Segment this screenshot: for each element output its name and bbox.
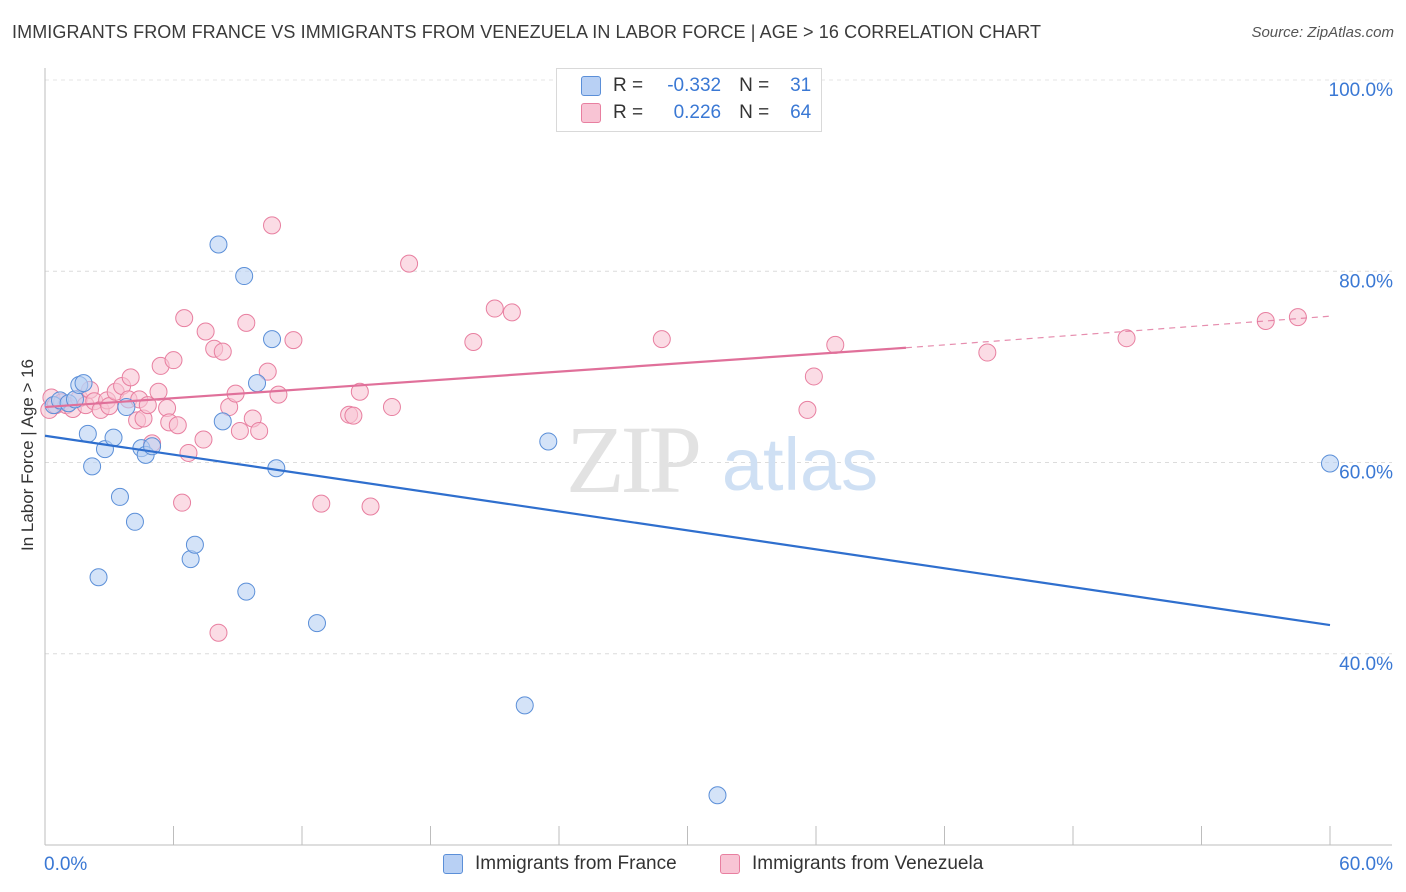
venezuela-swatch [581,103,601,123]
data-point-france [83,457,102,476]
data-point-venezuela [502,303,521,322]
y-tick-label: 60.0% [1339,463,1393,484]
n-label: N = [739,75,770,96]
data-point-france [235,267,254,286]
n-label: N = [739,102,770,123]
data-point-venezuela [209,623,228,642]
source-label: Source: ZipAtlas.com [1251,24,1394,41]
france-swatch [443,854,463,874]
data-point-venezuela [263,216,282,235]
data-point-venezuela [652,330,671,349]
data-point-venezuela [230,421,249,440]
data-point-france [78,424,97,443]
data-point-venezuela [168,416,187,435]
watermark-atlas: atlas [722,423,878,506]
data-point-france [515,696,534,715]
y-tick-label: 80.0% [1339,271,1393,292]
data-point-venezuela [179,443,198,462]
data-point-venezuela [978,343,997,362]
data-point-venezuela [164,351,183,370]
gridlines [45,79,1392,655]
n-value: 31 [790,75,812,96]
data-point-france [89,568,108,587]
data-point-venezuela [350,382,369,401]
y-tick-label: 40.0% [1339,654,1393,675]
data-point-france [539,432,558,451]
data-point-france [185,535,204,554]
data-point-france [209,235,228,254]
data-point-france [237,582,256,601]
trend-extension-venezuela [905,315,1331,349]
legend-row-venezuela: R = 0.226 N = 64 [581,101,811,125]
watermark: ZIP atlas [566,406,878,513]
data-point-venezuela [258,362,277,381]
data-point-venezuela [250,421,269,440]
legend-item-venezuela[interactable]: Immigrants from Venezuela [720,851,983,877]
y-tick-label: 100.0% [1329,80,1394,101]
trend-lines [44,315,1331,627]
trend-line-venezuela [44,346,907,409]
data-point-venezuela [1256,311,1275,330]
data-point-venezuela [382,398,401,417]
data-point-venezuela [149,382,168,401]
data-point-france [104,428,123,447]
r-value: 0.226 [673,102,722,123]
data-point-venezuela [269,385,288,404]
data-point-venezuela [344,406,363,425]
data-point-france [74,374,93,393]
data-point-france [1321,454,1339,473]
data-point-france [708,786,727,805]
watermark-zip: ZIP [566,406,699,513]
data-point-france [213,412,232,431]
data-point-venezuela [194,430,213,449]
x-tick-label: 0.0% [44,854,87,875]
data-point-france [248,374,267,393]
data-point-venezuela [284,331,303,350]
venezuela-swatch [720,854,740,874]
data-point-venezuela [464,333,483,352]
data-point-venezuela [804,367,823,386]
series-france-points [44,235,1339,805]
stats-legend: R = -0.332 N = 31 R = 0.226 N = 64 [556,68,822,132]
r-label: R = [613,102,644,123]
legend-item-france[interactable]: Immigrants from France [443,851,677,877]
data-point-venezuela [485,299,504,318]
x-tick-labels: 0.0% 60.0% [44,854,1393,875]
series-venezuela-points [40,216,1307,642]
x-tick-label: 60.0% [1339,854,1393,875]
data-point-france [125,512,144,531]
data-point-venezuela [175,309,194,328]
data-point-france [307,614,326,633]
data-point-venezuela [1117,329,1136,348]
data-point-venezuela [173,493,192,512]
trend-line-france [44,434,1331,627]
axes [44,68,1392,846]
data-point-france [110,487,129,506]
data-point-venezuela [400,254,419,273]
y-tick-labels: 40.0% 60.0% 80.0% 100.0% [1329,80,1394,675]
legend-row-france: R = -0.332 N = 31 [581,74,811,98]
r-value: -0.332 [667,75,722,96]
data-point-venezuela [237,313,256,332]
data-point-venezuela [312,494,331,513]
data-point-venezuela [361,497,380,516]
legend-label-france: Immigrants from France [475,853,677,874]
data-point-france [263,330,282,349]
data-point-venezuela [1288,308,1307,327]
data-point-venezuela [798,400,817,419]
n-value: 64 [790,102,812,123]
chart-title: IMMIGRANTS FROM FRANCE VS IMMIGRANTS FRO… [12,22,1042,42]
legend-label-venezuela: Immigrants from Venezuela [752,853,984,874]
data-point-venezuela [826,335,845,354]
data-point-venezuela [121,368,140,387]
data-point-venezuela [213,342,232,361]
france-swatch [581,76,601,96]
data-point-venezuela [196,322,215,341]
r-label: R = [613,75,644,96]
